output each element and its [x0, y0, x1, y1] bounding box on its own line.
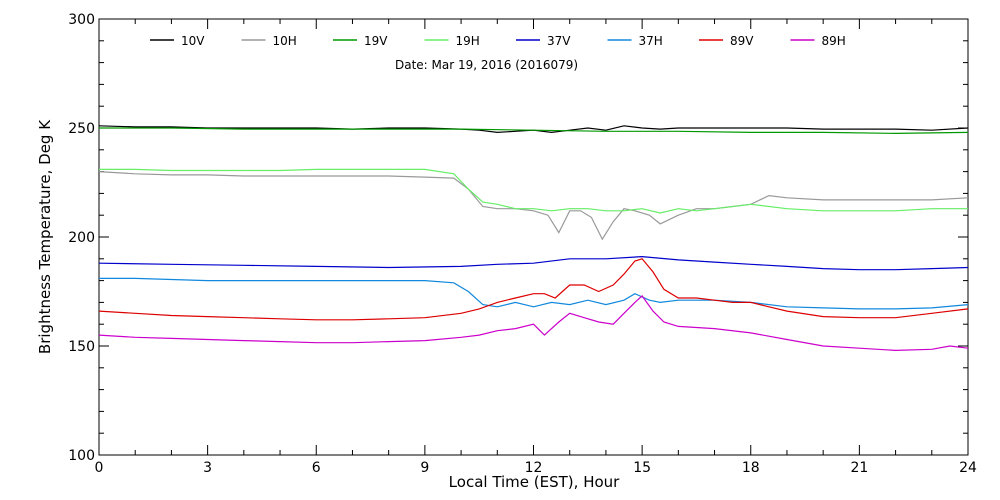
series-line-37h [99, 277, 969, 310]
x-tick-label: 9 [420, 460, 429, 476]
y-tick-label: 300 [68, 12, 95, 28]
x-tick-label: 6 [312, 460, 321, 476]
x-tick-label: 3 [203, 460, 212, 476]
x-tick-label: 0 [95, 460, 104, 476]
legend-label-10h: 10H [273, 34, 297, 48]
legend-label-19v: 19V [364, 34, 388, 48]
legend-label-10v: 10V [181, 34, 205, 48]
y-tick-label: 250 [68, 121, 95, 137]
y-axis-label: Brightness Temperature, Deg K [36, 119, 54, 354]
legend-label-89h: 89H [822, 34, 846, 48]
x-axis-label: Local Time (EST), Hour [449, 473, 620, 491]
legend-label-37v: 37V [547, 34, 571, 48]
plot-frame [98, 18, 969, 456]
date-annotation: Date: Mar 19, 2016 (2016079) [395, 58, 578, 72]
y-tick-label: 200 [68, 230, 95, 246]
legend-label-19h: 19H [456, 34, 480, 48]
x-tick-label: 15 [633, 460, 651, 476]
series-line-89h [98, 295, 969, 352]
series-line-10v [98, 125, 969, 134]
x-tick-label: 12 [525, 460, 543, 476]
series-line-19v [99, 127, 969, 135]
x-tick-label: 21 [850, 460, 868, 476]
series-line-19h [99, 168, 968, 214]
legend: 10V 10H 19V 19H 37V 37H 89V 89H [150, 34, 846, 48]
x-tick-labels: 0 3 6 9 12 15 18 21 24 [95, 460, 977, 476]
legend-label-37h: 37H [639, 34, 663, 48]
y-tick-labels: 100 150 200 250 300 [68, 12, 95, 464]
y-tick-label: 150 [68, 339, 95, 355]
x-tick-label: 24 [959, 460, 977, 476]
axis-ticks [98, 18, 969, 456]
y-tick-label: 100 [68, 448, 95, 464]
series-line-37v [98, 255, 969, 271]
legend-label-89v: 89V [730, 34, 754, 48]
series-lines [98, 125, 969, 352]
x-tick-label: 18 [742, 460, 760, 476]
series-line-89v [98, 258, 969, 321]
series-line-10h [98, 171, 969, 241]
